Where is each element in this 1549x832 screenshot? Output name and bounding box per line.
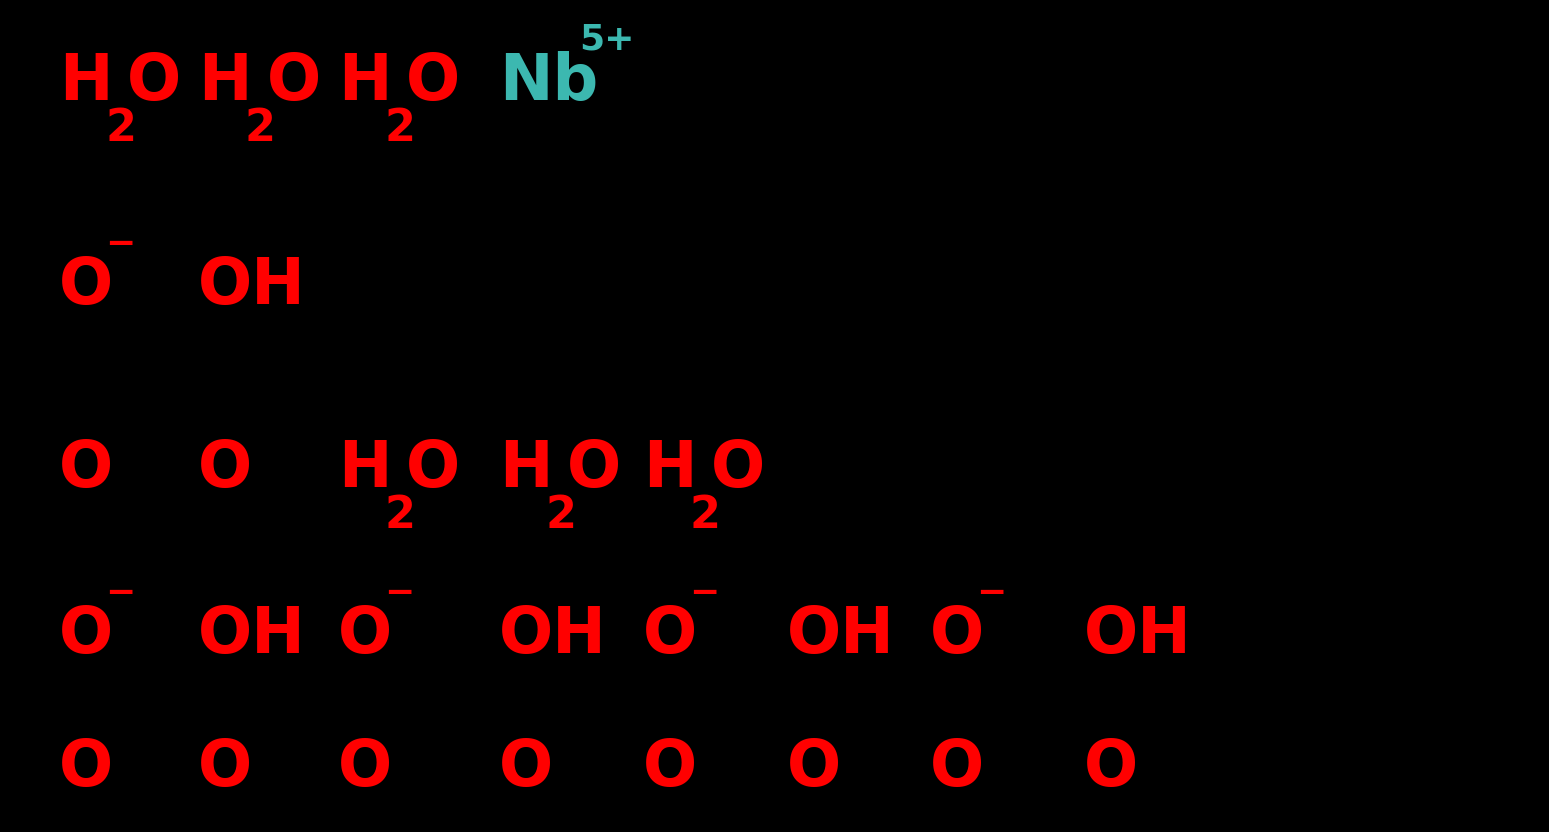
Text: O: O <box>499 737 553 800</box>
Text: 2: 2 <box>689 494 720 537</box>
Text: 2: 2 <box>384 107 415 151</box>
Text: O: O <box>198 438 252 500</box>
Text: O: O <box>59 255 113 317</box>
Text: O: O <box>1084 737 1139 800</box>
Text: H: H <box>338 438 392 500</box>
Text: O: O <box>643 737 697 800</box>
Text: 2: 2 <box>545 494 576 537</box>
Text: H: H <box>59 51 113 113</box>
Text: OH: OH <box>787 604 895 666</box>
Text: O: O <box>59 737 113 800</box>
Text: 2: 2 <box>105 107 136 151</box>
Text: 2: 2 <box>384 494 415 537</box>
Text: −: − <box>384 577 415 610</box>
Text: Nb: Nb <box>499 51 598 113</box>
Text: O: O <box>338 737 392 800</box>
Text: −: − <box>976 577 1007 610</box>
Text: OH: OH <box>499 604 607 666</box>
Text: H: H <box>338 51 392 113</box>
Text: OH: OH <box>198 604 307 666</box>
Text: H: H <box>499 438 553 500</box>
Text: −: − <box>689 577 720 610</box>
Text: H: H <box>643 438 697 500</box>
Text: O: O <box>59 438 113 500</box>
Text: O: O <box>929 604 984 666</box>
Text: O: O <box>127 51 181 113</box>
Text: O: O <box>198 737 252 800</box>
Text: O: O <box>59 604 113 666</box>
Text: −: − <box>105 227 136 260</box>
Text: O: O <box>929 737 984 800</box>
Text: 2: 2 <box>245 107 276 151</box>
Text: O: O <box>338 604 392 666</box>
Text: O: O <box>787 737 841 800</box>
Text: 5+: 5+ <box>579 23 635 57</box>
Text: O: O <box>711 438 765 500</box>
Text: −: − <box>105 577 136 610</box>
Text: O: O <box>643 604 697 666</box>
Text: O: O <box>266 51 321 113</box>
Text: OH: OH <box>1084 604 1193 666</box>
Text: OH: OH <box>198 255 307 317</box>
Text: O: O <box>406 51 460 113</box>
Text: O: O <box>406 438 460 500</box>
Text: O: O <box>567 438 621 500</box>
Text: H: H <box>198 51 252 113</box>
